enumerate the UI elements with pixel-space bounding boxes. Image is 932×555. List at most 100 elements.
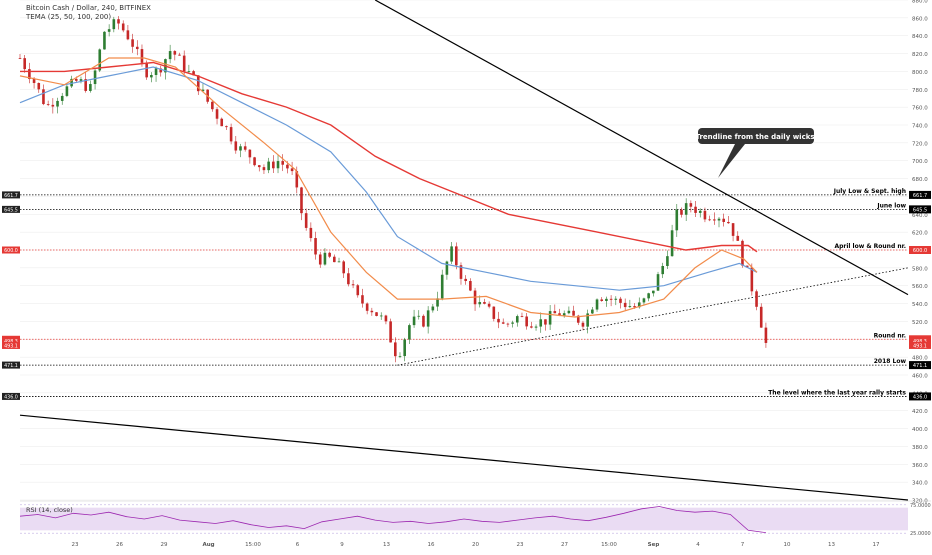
trendline [374, 0, 909, 296]
candle-body [680, 209, 683, 215]
y-tick-label: 640.0 [912, 213, 928, 219]
candle-body [295, 171, 299, 188]
candle-body [600, 299, 604, 302]
candle-body [483, 302, 486, 304]
y-tick-label: 360.0 [912, 463, 928, 469]
candle-body [562, 313, 566, 316]
candle-body [628, 306, 632, 308]
x-tick-label: 6 [296, 542, 300, 548]
candle-body [290, 168, 294, 172]
left-price-tag-label: 498.3 [4, 339, 18, 345]
y-tick-label: 400.0 [912, 427, 928, 433]
left-price-tag-label: 471.1 [4, 363, 18, 369]
candle-body [89, 84, 92, 91]
candle-body [703, 210, 707, 220]
candle-body [140, 49, 144, 63]
candle-body [426, 310, 430, 327]
candle-body [196, 75, 200, 92]
y-tick-label: 580.0 [912, 266, 928, 272]
candle-body [84, 79, 87, 91]
candle-body [117, 19, 120, 24]
y-tick-label: 560.0 [912, 284, 928, 290]
candle-body [370, 310, 374, 313]
candle-body [239, 146, 242, 151]
candle-body [154, 68, 158, 75]
y-tick-label: 820.0 [912, 52, 928, 58]
candle-body [51, 104, 55, 107]
candle-body [248, 149, 252, 158]
candle-body [300, 187, 303, 214]
x-tick-label: Aug [202, 542, 214, 548]
candle-body [708, 219, 711, 221]
candle-body [534, 326, 538, 328]
candle-body [28, 69, 31, 80]
candle-body [42, 89, 45, 105]
candle-body [182, 55, 186, 72]
candle-body [745, 265, 749, 268]
right-price-tag [909, 341, 931, 349]
candle-body [225, 126, 228, 128]
level-tag: 436.0 [913, 394, 927, 400]
candle-body [567, 310, 571, 314]
candle-body [614, 298, 618, 300]
level-tag-bg [909, 190, 931, 199]
indicator-label: TEMA (25, 50, 100, 200) [25, 13, 111, 21]
candle-body [234, 141, 238, 151]
x-tick-label: 15:00 [245, 542, 261, 548]
candle-body [506, 323, 510, 325]
candle-body [323, 252, 327, 265]
level-tag-bg [909, 392, 931, 401]
left-price-tag [2, 361, 20, 369]
candle-body [342, 261, 346, 274]
tema-100-line [19, 66, 758, 291]
right-price-tag-label: 498.3 [913, 339, 927, 345]
candle-body [304, 213, 308, 228]
candle-body [18, 58, 22, 59]
x-tick-label: 15:00 [601, 542, 617, 548]
x-tick-label: 20 [472, 542, 479, 548]
candle-body [431, 306, 435, 311]
y-tick-label: 700.0 [912, 159, 928, 165]
level-tag-bg [909, 205, 931, 214]
candle-body [717, 218, 721, 221]
candle-body [661, 265, 665, 275]
candle-body [389, 321, 392, 343]
y-tick-label: 620.0 [912, 231, 928, 237]
candle-body [581, 322, 585, 327]
candle-body [276, 161, 280, 169]
candle-body [548, 311, 552, 325]
candle-body [46, 104, 50, 105]
candle-body [192, 71, 195, 76]
candle-body [755, 291, 758, 307]
right-price-tag-label: 493.1 [913, 343, 927, 349]
candle-body [736, 235, 740, 241]
candle-body [422, 315, 425, 327]
trendline [397, 267, 909, 366]
candle-body [656, 274, 660, 291]
level-label: July Low & Sept. high [833, 188, 906, 195]
candle-body [445, 261, 449, 275]
candle-body [520, 316, 524, 317]
candle-body [459, 265, 463, 279]
candle-body [713, 219, 716, 221]
candle-body [454, 246, 458, 266]
level-label: April low & Round nr. [834, 243, 906, 250]
candle-body [347, 273, 350, 285]
candle-body [159, 68, 163, 73]
level-label: 2018 Low [874, 358, 907, 365]
candle-body [609, 298, 613, 300]
candle-body [361, 295, 364, 304]
rsi-tick-label: 75.0000 [910, 503, 931, 509]
left-price-tag-label: 493.1 [4, 343, 18, 349]
y-tick-label: 740.0 [912, 124, 928, 130]
candle-body [286, 164, 289, 169]
candle-body [187, 71, 191, 72]
level-tag: 645.5 [913, 207, 927, 213]
left-price-tag-label: 661.7 [4, 193, 18, 199]
candle-body [23, 58, 26, 70]
tema-25-line [19, 57, 758, 318]
y-tick-label: 520.0 [912, 320, 928, 326]
candle-body [65, 86, 69, 96]
y-tick-label: 860.0 [912, 16, 928, 22]
x-tick-label: 10 [784, 542, 791, 548]
